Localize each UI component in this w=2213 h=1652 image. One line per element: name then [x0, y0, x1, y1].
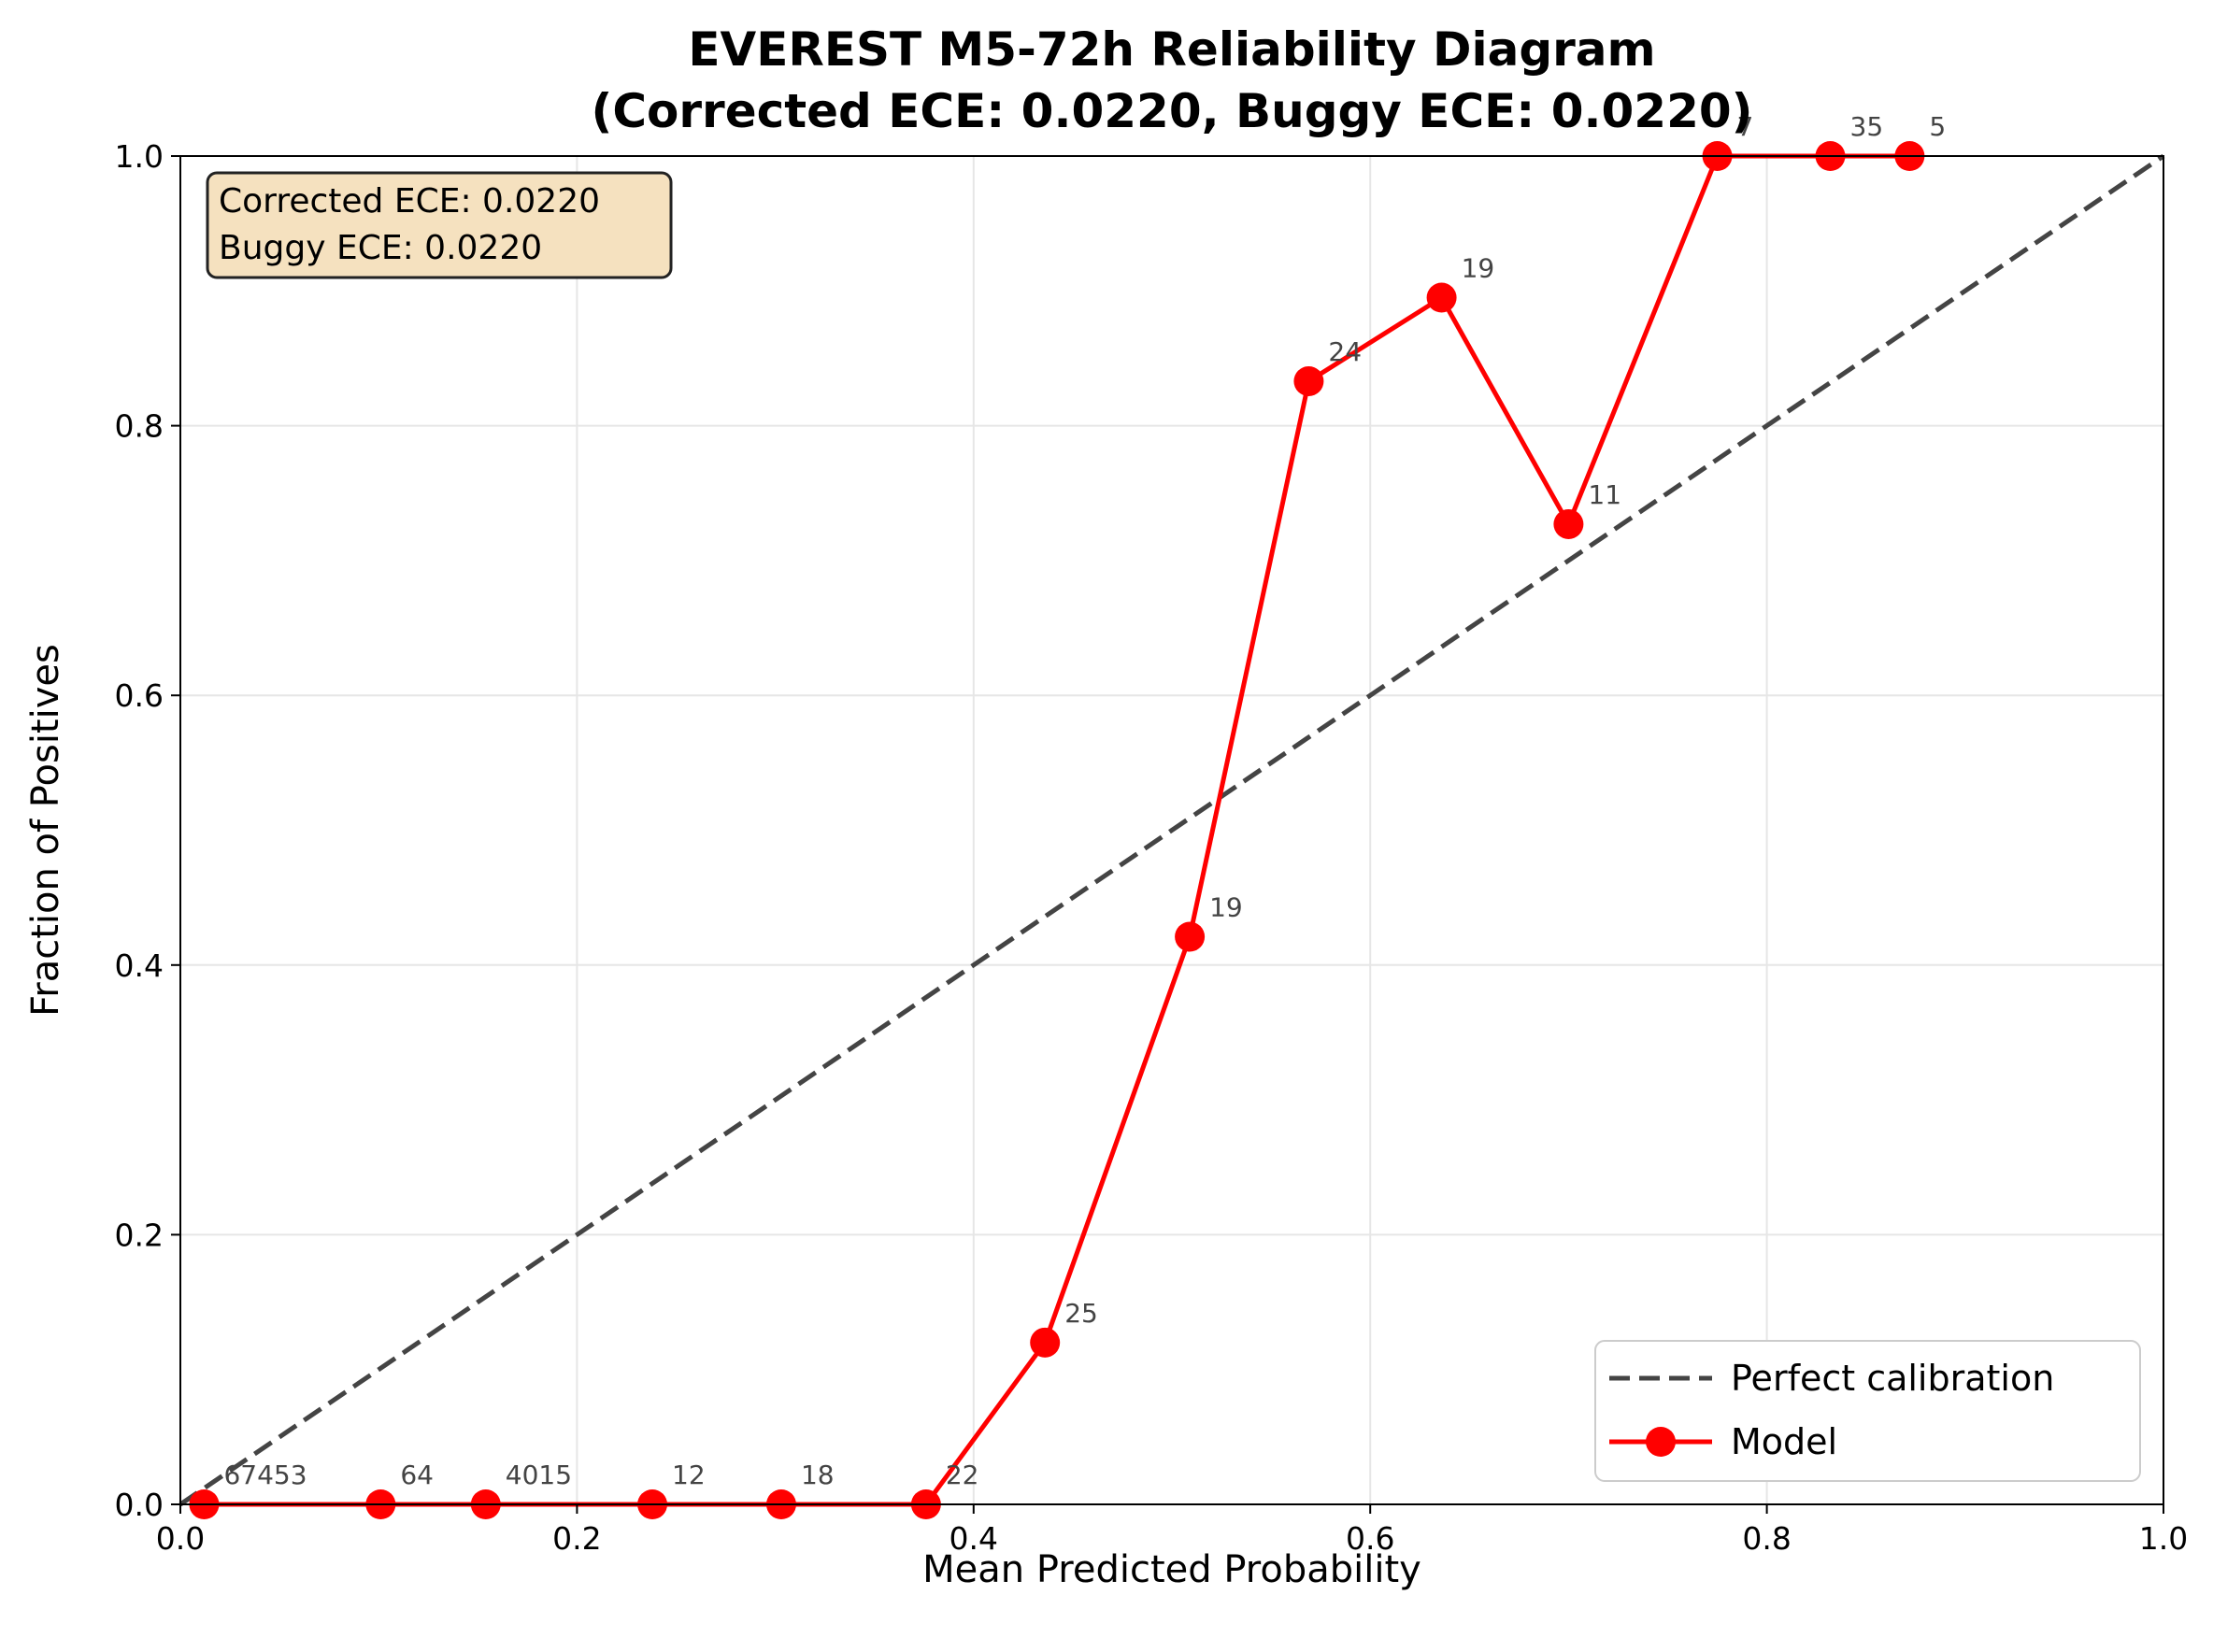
count-label: 19: [1462, 253, 1495, 284]
ece-line: Corrected ECE: 0.0220: [219, 182, 600, 221]
x-tick-label: 0.4: [949, 1520, 998, 1557]
count-label: 11: [1588, 479, 1621, 510]
model-point: [1293, 365, 1324, 396]
count-label: 35: [1850, 111, 1884, 142]
x-tick-label: 0.2: [552, 1520, 601, 1557]
legend-box: [1594, 1340, 2141, 1482]
ticks: 0.0 0.2 0.4 0.6 0.8 1.0 0.0 0.2 0.4 0.6 0.8 1.0: [115, 138, 2189, 1557]
count-label: 7: [1737, 111, 1754, 142]
x-tick-label: 0.8: [1742, 1520, 1791, 1557]
y-tick-label: 0.2: [115, 1217, 164, 1253]
count-label: 12: [672, 1460, 706, 1490]
chart-title-line: EVEREST M5-72h Reliability Diagram: [688, 22, 1655, 77]
y-tick-label: 0.4: [115, 947, 164, 984]
y-tick-label: 0.0: [115, 1487, 164, 1523]
model-series: [189, 141, 1925, 1519]
count-label: 64: [400, 1460, 434, 1490]
count-labels: 67453 64 4015 12 18 22 25 19 24 19 11 7 35 5: [223, 111, 1946, 1490]
ece-line: Buggy ECE: 0.0220: [219, 229, 542, 267]
ece-box-bg: [206, 171, 673, 279]
perfect-calibration-line: [178, 153, 2165, 1507]
axes-frame: [179, 155, 2164, 1505]
count-label: 67453: [223, 1460, 307, 1490]
ece-annotation-box: Corrected ECE: 0.0220 Buggy ECE: 0.0220: [206, 171, 673, 279]
x-tick-label: 1.0: [2139, 1520, 2188, 1557]
model-point: [1175, 921, 1206, 952]
model-point: [1553, 508, 1584, 539]
y-tick-label: 0.8: [115, 408, 164, 445]
count-label: 4015: [506, 1460, 572, 1490]
chart-title-line: (Corrected ECE: 0.0220, Buggy ECE: 0.022…: [591, 84, 1752, 138]
legend-marker-model: [1646, 1427, 1676, 1457]
x-tick-label: 0.0: [156, 1520, 205, 1557]
count-label: 18: [801, 1460, 835, 1490]
model-point: [1030, 1327, 1061, 1358]
model-line: [204, 153, 1910, 1507]
x-tick-label: 0.6: [1346, 1520, 1394, 1557]
legend: Perfect calibration Model: [1594, 1340, 2141, 1482]
count-label: 19: [1209, 891, 1243, 922]
chart-title: EVEREST M5-72h Reliability Diagram (Corre…: [591, 22, 1752, 138]
legend-label-perfect: Perfect calibration: [1731, 1358, 2054, 1399]
reference-line-layer: [178, 153, 2165, 1507]
y-axis-label: Fraction of Positives: [24, 644, 67, 1017]
x-axis-label: Mean Predicted Probability: [922, 1548, 1421, 1591]
count-label: 22: [946, 1460, 979, 1490]
count-label: 24: [1328, 336, 1362, 367]
y-tick-label: 0.6: [115, 677, 164, 714]
model-point: [1426, 282, 1457, 313]
y-tick-label: 1.0: [115, 138, 164, 175]
count-label: 25: [1064, 1298, 1098, 1329]
count-label: 5: [1929, 111, 1946, 142]
legend-label-model: Model: [1731, 1421, 1837, 1462]
